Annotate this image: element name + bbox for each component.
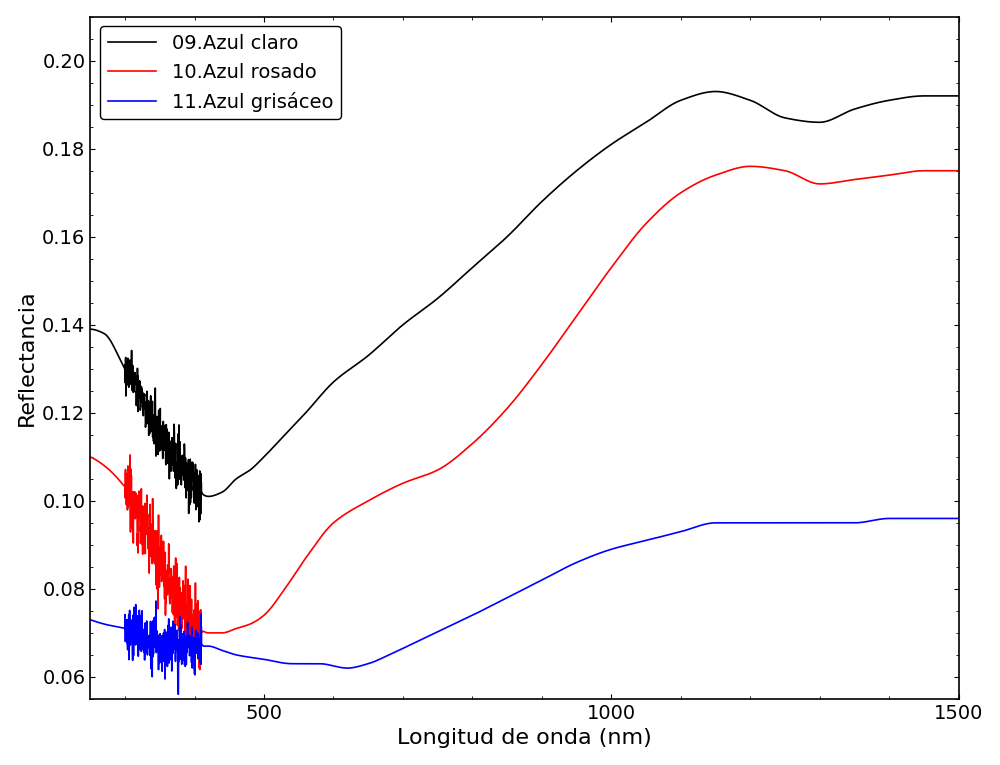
09.Azul claro [709, 87, 721, 96]
09.Azul claro [449, 278, 461, 288]
11.Azul grisáceo [456, 616, 468, 625]
Line: 09.Azul claro: 09.Azul claro [90, 92, 959, 522]
11.Azul grisáceo [887, 514, 899, 523]
10.Azul rosado [84, 453, 96, 462]
X-axis label: Longitud de onda (nm): Longitud de onda (nm) [397, 728, 652, 748]
Line: 10.Azul rosado: 10.Azul rosado [90, 166, 959, 669]
11.Azul grisáceo [172, 690, 184, 699]
Legend: 09.Azul claro, 10.Azul rosado, 11.Azul grisáceo: 09.Azul claro, 10.Azul rosado, 11.Azul g… [100, 26, 341, 119]
10.Azul rosado [926, 166, 938, 175]
09.Azul claro [456, 272, 468, 282]
11.Azul grisáceo [953, 514, 965, 523]
10.Azul rosado [883, 171, 895, 180]
10.Azul rosado [456, 448, 468, 457]
10.Azul rosado [715, 168, 727, 177]
11.Azul grisáceo [449, 619, 461, 628]
Line: 11.Azul grisáceo: 11.Azul grisáceo [90, 519, 959, 695]
10.Azul rosado [953, 166, 965, 175]
10.Azul rosado [745, 161, 757, 171]
11.Azul grisáceo [84, 615, 96, 624]
Y-axis label: Reflectancia: Reflectancia [17, 289, 37, 426]
09.Azul claro [84, 324, 96, 334]
09.Azul claro [193, 517, 205, 526]
10.Azul rosado [194, 665, 206, 674]
11.Azul grisáceo [926, 514, 938, 523]
09.Azul claro [926, 91, 938, 100]
11.Azul grisáceo [883, 514, 895, 523]
09.Azul claro [497, 236, 509, 245]
10.Azul rosado [449, 454, 461, 463]
09.Azul claro [883, 96, 895, 105]
11.Azul grisáceo [497, 595, 509, 604]
10.Azul rosado [497, 409, 509, 418]
09.Azul claro [953, 91, 965, 100]
11.Azul grisáceo [715, 518, 727, 527]
09.Azul claro [716, 87, 728, 96]
